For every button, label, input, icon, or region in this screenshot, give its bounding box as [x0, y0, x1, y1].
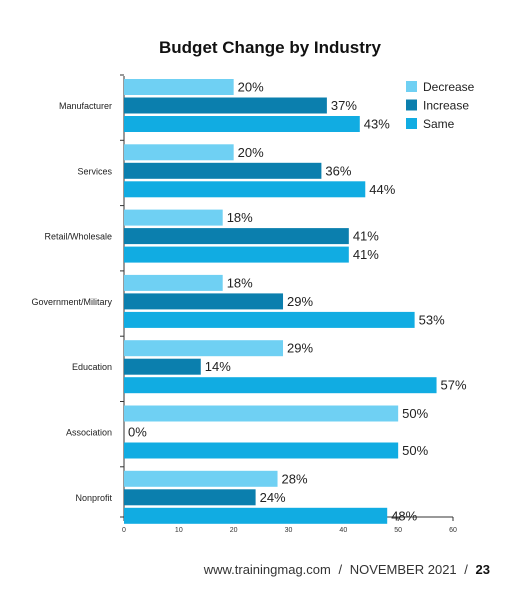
bar	[124, 246, 349, 263]
bar	[124, 470, 278, 487]
bar	[124, 116, 360, 132]
data-label: 18%	[227, 275, 253, 290]
x-tick-label: 60	[449, 527, 457, 534]
data-label: 48%	[391, 508, 417, 523]
data-label: 14%	[205, 359, 231, 374]
bar	[124, 507, 388, 524]
page-footer: www.trainingmag.com / NOVEMBER 2021 / 23	[204, 562, 490, 577]
data-label: 37%	[331, 98, 357, 113]
x-tick-label: 50	[394, 527, 402, 534]
category-label: Nonprofit	[75, 493, 112, 503]
data-label: 0%	[128, 425, 147, 440]
bar	[124, 405, 399, 422]
bar	[124, 144, 234, 161]
category-label: Services	[77, 166, 112, 176]
bar	[124, 489, 256, 506]
bar	[124, 209, 223, 226]
bar	[124, 228, 349, 245]
legend-label: Decrease	[423, 80, 475, 94]
footer-separator: /	[464, 562, 468, 577]
category-label: Education	[72, 362, 112, 372]
data-label: 36%	[325, 163, 351, 178]
footer-separator: /	[338, 562, 343, 577]
data-label: 24%	[260, 490, 286, 505]
legend-swatch	[406, 99, 417, 111]
category-label: Government/Military	[31, 297, 112, 307]
bar	[124, 340, 284, 357]
bar	[124, 293, 284, 310]
bar	[124, 311, 415, 328]
bar	[124, 79, 234, 95]
x-tick-label: 20	[230, 527, 238, 534]
data-label: 41%	[353, 229, 379, 244]
category-label: Association	[66, 428, 112, 438]
data-label: 50%	[402, 406, 428, 421]
chart-legend: Decrease Increase Same	[406, 80, 475, 131]
data-label: 18%	[227, 210, 253, 225]
category-label: Manufacturer	[59, 101, 112, 111]
bar	[124, 162, 322, 179]
data-label: 41%	[353, 247, 379, 262]
data-label: 57%	[441, 378, 467, 393]
data-label: 20%	[238, 145, 264, 160]
legend-swatch	[406, 118, 417, 129]
footer-site: www.trainingmag.com	[203, 562, 331, 577]
data-label: 20%	[238, 80, 264, 95]
legend-swatch	[406, 81, 417, 92]
bar	[124, 377, 437, 394]
data-label: 53%	[419, 312, 445, 327]
footer-issue: NOVEMBER 2021	[349, 562, 457, 577]
x-tick-label: 30	[285, 527, 293, 534]
x-tick-label: 0	[122, 527, 126, 534]
x-tick-label: 10	[175, 527, 183, 534]
data-label: 43%	[364, 117, 390, 132]
data-label: 28%	[282, 471, 308, 486]
legend-label: Increase	[423, 99, 469, 113]
footer-page-number: 23	[475, 562, 490, 577]
bar	[124, 97, 327, 114]
data-label: 29%	[287, 341, 313, 356]
category-label: Retail/Wholesale	[44, 232, 112, 242]
data-label: 50%	[402, 443, 428, 458]
bar	[124, 358, 201, 375]
bar	[124, 274, 223, 291]
chart-bars: 20% 37% 43% 20% 36% 44% 18% 41% 41% 18% 29% 53% 29% 1…	[124, 79, 467, 524]
bar	[124, 181, 366, 198]
x-tick-label: 40	[339, 527, 347, 534]
legend-label: Same	[423, 117, 455, 131]
bar	[124, 442, 399, 459]
chart-title: Budget Change by Industry	[159, 38, 382, 57]
data-label: 44%	[369, 182, 395, 197]
data-label: 29%	[287, 294, 313, 309]
